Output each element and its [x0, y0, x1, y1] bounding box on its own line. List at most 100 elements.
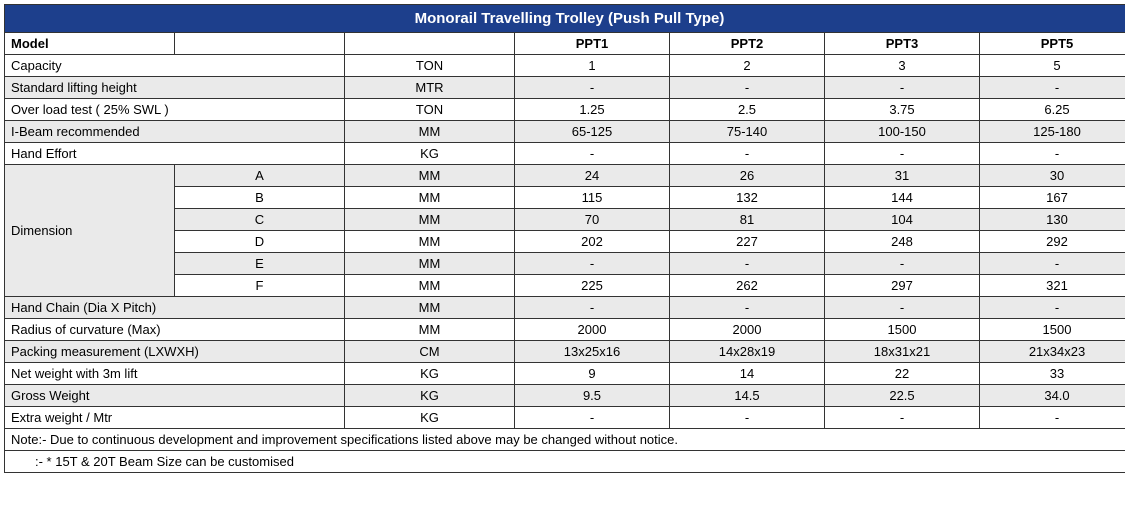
unit: KG: [345, 363, 515, 385]
v1: 14.5: [670, 385, 825, 407]
v3: 130: [980, 209, 1125, 231]
v1: 2000: [670, 319, 825, 341]
unit: KG: [345, 385, 515, 407]
v0: 225: [515, 275, 670, 297]
v0: 202: [515, 231, 670, 253]
label: Net weight with 3m lift: [5, 363, 345, 385]
v3: -: [980, 77, 1125, 99]
v2: 31: [825, 165, 980, 187]
label: Capacity: [5, 55, 345, 77]
v3: -: [980, 407, 1125, 429]
unit: TON: [345, 55, 515, 77]
v2: 100-150: [825, 121, 980, 143]
v3: -: [980, 143, 1125, 165]
header-ppt5: PPT5: [980, 33, 1125, 55]
v2: -: [825, 253, 980, 275]
v1: -: [670, 143, 825, 165]
v0: -: [515, 143, 670, 165]
v1: 227: [670, 231, 825, 253]
v1: 26: [670, 165, 825, 187]
v0: 9: [515, 363, 670, 385]
v3: 34.0: [980, 385, 1125, 407]
unit: MM: [345, 275, 515, 297]
v1: -: [670, 407, 825, 429]
v3: 292: [980, 231, 1125, 253]
v1: -: [670, 253, 825, 275]
v0: 13x25x16: [515, 341, 670, 363]
v3: 125-180: [980, 121, 1125, 143]
v3: 1500: [980, 319, 1125, 341]
note-row-1: Note:- Due to continuous development and…: [5, 429, 1125, 451]
unit: MM: [345, 319, 515, 341]
unit: MM: [345, 231, 515, 253]
label: Packing measurement (LXWXH): [5, 341, 345, 363]
row-slh: Standard lifting height MTR - - - -: [5, 77, 1125, 99]
v1: 81: [670, 209, 825, 231]
row-capacity: Capacity TON 1 2 3 5: [5, 55, 1125, 77]
v3: 5: [980, 55, 1125, 77]
row-gross-weight: Gross Weight KG 9.5 14.5 22.5 34.0: [5, 385, 1125, 407]
v1: -: [670, 77, 825, 99]
sub: F: [175, 275, 345, 297]
row-dim-a: Dimension A MM 24 26 31 30: [5, 165, 1125, 187]
title-row: Monorail Travelling Trolley (Push Pull T…: [5, 5, 1125, 33]
unit: MM: [345, 121, 515, 143]
v2: -: [825, 297, 980, 319]
v2: -: [825, 143, 980, 165]
label: Hand Effort: [5, 143, 345, 165]
unit: MM: [345, 297, 515, 319]
v2: -: [825, 407, 980, 429]
v3: 30: [980, 165, 1125, 187]
v2: 104: [825, 209, 980, 231]
v2: 144: [825, 187, 980, 209]
v0: 70: [515, 209, 670, 231]
unit: KG: [345, 143, 515, 165]
v0: 1: [515, 55, 670, 77]
v2: 3.75: [825, 99, 980, 121]
v0: -: [515, 77, 670, 99]
v2: -: [825, 77, 980, 99]
label: Extra weight / Mtr: [5, 407, 345, 429]
v0: 2000: [515, 319, 670, 341]
v1: 14x28x19: [670, 341, 825, 363]
v3: -: [980, 297, 1125, 319]
v0: 9.5: [515, 385, 670, 407]
unit: CM: [345, 341, 515, 363]
unit: MM: [345, 253, 515, 275]
v1: -: [670, 297, 825, 319]
table-title: Monorail Travelling Trolley (Push Pull T…: [5, 5, 1125, 33]
header-model: Model: [5, 33, 175, 55]
row-overload: Over load test ( 25% SWL ) TON 1.25 2.5 …: [5, 99, 1125, 121]
label: Over load test ( 25% SWL ): [5, 99, 345, 121]
header-row: Model PPT1 PPT2 PPT3 PPT5: [5, 33, 1125, 55]
row-ibeam: I-Beam recommended MM 65-125 75-140 100-…: [5, 121, 1125, 143]
v3: 33: [980, 363, 1125, 385]
spec-table: Monorail Travelling Trolley (Push Pull T…: [4, 4, 1125, 473]
header-ppt2: PPT2: [670, 33, 825, 55]
v0: 65-125: [515, 121, 670, 143]
note-1: Note:- Due to continuous development and…: [5, 429, 1125, 451]
v0: -: [515, 297, 670, 319]
label: I-Beam recommended: [5, 121, 345, 143]
sub: A: [175, 165, 345, 187]
unit: MM: [345, 165, 515, 187]
header-ppt1: PPT1: [515, 33, 670, 55]
v3: 321: [980, 275, 1125, 297]
row-hand-effort: Hand Effort KG - - - -: [5, 143, 1125, 165]
v2: 248: [825, 231, 980, 253]
v3: -: [980, 253, 1125, 275]
sub: C: [175, 209, 345, 231]
v0: 1.25: [515, 99, 670, 121]
v2: 3: [825, 55, 980, 77]
v2: 297: [825, 275, 980, 297]
row-extra-weight: Extra weight / Mtr KG - - - -: [5, 407, 1125, 429]
header-ppt3: PPT3: [825, 33, 980, 55]
unit: MM: [345, 187, 515, 209]
row-net-weight: Net weight with 3m lift KG 9 14 22 33: [5, 363, 1125, 385]
label: Radius of curvature (Max): [5, 319, 345, 341]
v1: 2: [670, 55, 825, 77]
row-packing: Packing measurement (LXWXH) CM 13x25x16 …: [5, 341, 1125, 363]
note-row-2: :- * 15T & 20T Beam Size can be customis…: [5, 451, 1125, 473]
v1: 14: [670, 363, 825, 385]
row-radius: Radius of curvature (Max) MM 2000 2000 1…: [5, 319, 1125, 341]
